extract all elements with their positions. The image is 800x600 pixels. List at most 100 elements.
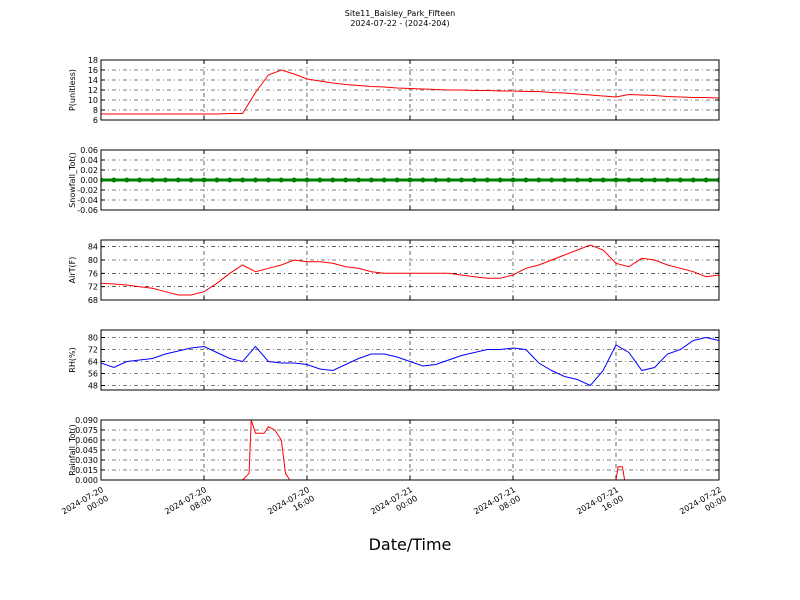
y-tick-label: 72 xyxy=(88,283,98,292)
y-tick-label: 0.02 xyxy=(80,166,98,175)
y-axis-label: AirT(F) xyxy=(68,257,77,284)
data-point xyxy=(471,177,477,183)
x-axis-label: Date/Time xyxy=(369,535,452,554)
y-tick-label: 8 xyxy=(93,106,98,115)
plot-area xyxy=(101,177,719,183)
y-tick-label: 0.06 xyxy=(80,146,98,155)
data-point xyxy=(368,177,374,183)
plot-area xyxy=(101,336,719,387)
y-tick-label: 84 xyxy=(88,243,98,252)
y-tick-label: 12 xyxy=(88,86,98,95)
data-point xyxy=(150,177,155,183)
y-tick-label: 68 xyxy=(88,296,98,305)
data-line xyxy=(101,69,719,115)
data-point xyxy=(317,177,323,183)
y-tick-label: 0.090 xyxy=(75,416,98,425)
plot-frame xyxy=(100,149,720,211)
y-tick-label: 0.045 xyxy=(75,446,98,455)
x-tick-label: 2024-07-2000:00 xyxy=(60,485,110,525)
y-tick-label: 0.030 xyxy=(75,456,98,465)
y-tick-label: -0.02 xyxy=(77,186,98,195)
data-point xyxy=(703,177,709,183)
data-point xyxy=(253,177,258,183)
y-tick-label: 6 xyxy=(93,116,98,125)
plot-area xyxy=(101,419,719,481)
y-tick-label: 10 xyxy=(88,96,98,105)
plot-area xyxy=(101,244,719,296)
data-point xyxy=(459,177,464,183)
data-point xyxy=(162,177,168,183)
data-point xyxy=(536,177,542,183)
y-axis-label: Rainfall_Tot() xyxy=(68,424,77,476)
data-point xyxy=(433,177,439,183)
data-point xyxy=(214,177,220,183)
plot-frame xyxy=(100,59,720,121)
data-point xyxy=(111,177,117,183)
y-tick-label: 0.04 xyxy=(80,156,98,165)
data-point xyxy=(677,177,683,183)
data-point xyxy=(587,177,593,183)
data-point xyxy=(343,177,349,183)
data-point xyxy=(665,177,670,183)
data-point xyxy=(549,177,555,183)
data-point xyxy=(381,177,387,183)
data-point xyxy=(227,177,233,183)
y-tick-label: 16 xyxy=(88,66,98,75)
data-point xyxy=(304,177,310,183)
data-point xyxy=(291,177,297,183)
y-tick-label: 0.060 xyxy=(75,436,98,445)
chart-title: Site11_Baisley_Park_Fifteen xyxy=(345,9,455,18)
y-tick-label: 80 xyxy=(88,256,98,265)
y-tick-label: 18 xyxy=(88,56,98,65)
data-point xyxy=(523,177,529,183)
data-point xyxy=(600,177,606,183)
y-tick-label: 0.015 xyxy=(75,466,98,475)
data-point xyxy=(407,177,413,183)
data-line xyxy=(101,244,719,296)
data-point xyxy=(175,177,181,183)
data-point xyxy=(626,177,632,183)
plot-frame xyxy=(100,239,720,301)
data-point xyxy=(690,177,696,183)
x-tick-label: 2024-07-2200:00 xyxy=(678,485,728,525)
x-tick-label: 2024-07-2008:00 xyxy=(163,485,213,525)
x-tick-label: 2024-07-2016:00 xyxy=(266,485,316,525)
plot-frame xyxy=(100,329,720,391)
y-tick-label: 64 xyxy=(88,358,98,367)
plot-area xyxy=(101,69,719,115)
data-point xyxy=(497,177,503,183)
data-point xyxy=(278,177,284,183)
data-point xyxy=(330,177,336,183)
data-point xyxy=(484,177,490,183)
data-point xyxy=(394,177,400,183)
y-tick-label: 80 xyxy=(88,334,98,343)
y-tick-label: 14 xyxy=(88,76,98,85)
data-point xyxy=(201,177,207,183)
data-point xyxy=(188,177,194,183)
x-tick-label: 2024-07-2116:00 xyxy=(575,485,625,525)
data-point xyxy=(124,177,130,183)
data-point xyxy=(446,177,452,183)
chart-subtitle: 2024-07-22 - (2024-204) xyxy=(350,19,449,28)
y-tick-label: 76 xyxy=(88,269,98,278)
data-line xyxy=(101,336,719,387)
data-point xyxy=(562,177,567,183)
data-point xyxy=(716,177,719,183)
y-axis-label: Snowfall_Tot() xyxy=(68,152,77,208)
y-axis-label: P(unitless) xyxy=(68,69,77,111)
data-point xyxy=(137,177,143,183)
y-tick-label: 72 xyxy=(88,346,98,355)
plot-frame xyxy=(100,419,720,481)
data-point xyxy=(265,177,271,183)
y-tick-label: 48 xyxy=(88,382,98,391)
y-tick-label: 56 xyxy=(88,370,98,379)
data-point xyxy=(652,177,658,183)
data-point xyxy=(613,177,619,183)
data-point xyxy=(101,177,104,183)
data-point xyxy=(240,177,246,183)
y-tick-label: 0.075 xyxy=(75,426,98,435)
y-tick-label: 0.000 xyxy=(75,476,98,485)
data-point xyxy=(356,177,361,183)
y-tick-label: -0.06 xyxy=(77,206,98,215)
